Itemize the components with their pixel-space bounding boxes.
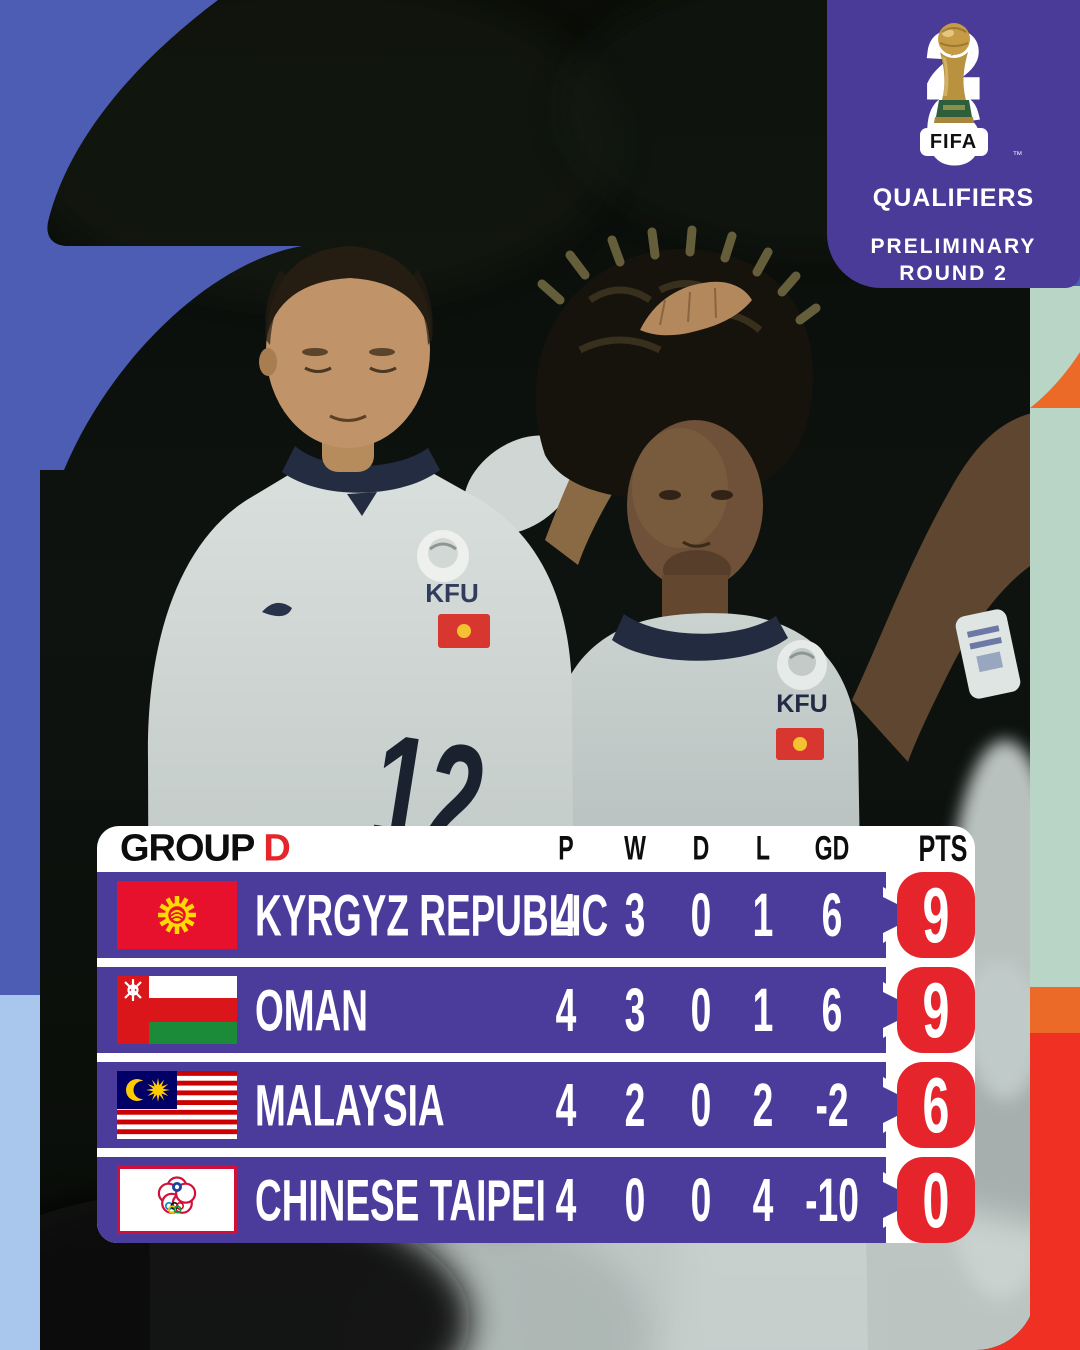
stat-losses: 1 [752, 975, 774, 1045]
standings-table: GROUP D P W D L GD PTS [97, 826, 975, 1243]
team-flag-icon [117, 881, 237, 949]
stat-wins: 0 [624, 1165, 646, 1235]
table-header: GROUP D P W D L GD PTS [97, 826, 975, 872]
team-bar: OMAN 4 3 0 1 6 [97, 967, 932, 1053]
col-header-goal-diff: GD [814, 829, 850, 868]
team-bar: KYRGYZ REPUBLIC 4 3 0 1 6 [97, 872, 932, 958]
kyrgyz-republic-flag-icon [117, 881, 237, 949]
group-letter: D [263, 827, 290, 870]
stat-draws: 0 [690, 975, 712, 1045]
stat-played: 4 [555, 880, 577, 950]
fifa-wordmark: FIFA [929, 131, 978, 153]
stat-losses: 4 [752, 1165, 774, 1235]
table-row: KYRGYZ REPUBLIC 4 3 0 1 6 9 [97, 872, 975, 958]
chinese-taipei-flag-icon [117, 1166, 237, 1234]
right-orange-block [1030, 987, 1080, 1033]
points-value: 9 [922, 871, 950, 959]
qualifiers-label: QUALIFIERS [872, 184, 1035, 212]
stat-draws: 0 [690, 1070, 712, 1140]
stage-label: PRELIMINARY ROUND 2 [827, 233, 1080, 287]
stat-losses: 2 [752, 1070, 774, 1140]
left-crest-label: KFU [425, 578, 478, 608]
col-header-played: P [558, 829, 574, 868]
team-name: OMAN [255, 976, 368, 1044]
world-cup-trophy-icon [933, 23, 974, 123]
stat-draws: 0 [690, 880, 712, 950]
table-row: MALAYSIA 4 2 0 2 -2 6 [97, 1062, 975, 1148]
team-flag-icon [117, 1071, 237, 1139]
col-header-wins: W [624, 829, 646, 868]
points-value: 6 [922, 1061, 950, 1149]
team-flag-icon [117, 976, 237, 1044]
right-red-block [1030, 1033, 1080, 1350]
group-title: GROUP D [120, 827, 291, 871]
orange-swoosh-shape [1030, 352, 1080, 408]
stat-played: 4 [555, 975, 577, 1045]
tournament-logo-card: 2 6 FIFA ™ QUALIFIERS PRELIMINARY ROUND … [827, 0, 1080, 288]
background-cut-shape [40, 0, 302, 470]
group-label: GROUP [120, 827, 255, 870]
col-header-losses: L [755, 829, 771, 868]
col-header-draws: D [692, 829, 710, 868]
fifa-wordmark-plate: FIFA [919, 128, 988, 156]
left-lightblue-strip [0, 995, 40, 1350]
trademark-symbol: ™ [1012, 150, 1023, 161]
stat-wins: 2 [624, 1070, 646, 1140]
stat-goal-diff: 6 [821, 880, 843, 950]
stat-goal-diff: 6 [821, 975, 843, 1045]
stat-goal-diff: -2 [815, 1070, 849, 1140]
points-value: 0 [922, 1156, 950, 1244]
points-chip: 9 [897, 967, 975, 1053]
team-name: KYRGYZ REPUBLIC [255, 881, 609, 949]
stat-draws: 0 [690, 1165, 712, 1235]
malaysia-flag-icon [117, 1071, 237, 1139]
table-row: CHINESE TAIPEI 4 0 0 4 -10 0 [97, 1157, 975, 1243]
stat-played: 4 [555, 1165, 577, 1235]
team-bar: MALAYSIA 4 2 0 2 -2 [97, 1062, 932, 1148]
points-chip: 6 [897, 1062, 975, 1148]
points-chip: 0 [897, 1157, 975, 1243]
table-row: OMAN 4 3 0 1 6 9 [97, 967, 975, 1053]
fifa-26-logo: 2 6 FIFA ™ [899, 18, 1023, 177]
stat-losses: 1 [752, 880, 774, 950]
stat-wins: 3 [624, 975, 646, 1045]
stage-line-1: PRELIMINARY [870, 235, 1037, 258]
team-name: MALAYSIA [255, 1071, 445, 1139]
col-header-points: PTS [918, 828, 968, 869]
stage-line-2: ROUND 2 [899, 262, 1008, 285]
stat-goal-diff: -10 [805, 1165, 859, 1235]
stat-played: 4 [555, 1070, 577, 1140]
points-chip: 9 [897, 872, 975, 958]
right-crest-label: KFU [776, 690, 827, 718]
team-bar: CHINESE TAIPEI 4 0 0 4 -10 [97, 1157, 932, 1243]
team-flag-icon [117, 1166, 237, 1234]
points-value: 9 [922, 966, 950, 1054]
oman-flag-icon [117, 976, 237, 1044]
stat-wins: 3 [624, 880, 646, 950]
team-name: CHINESE TAIPEI [255, 1166, 546, 1234]
